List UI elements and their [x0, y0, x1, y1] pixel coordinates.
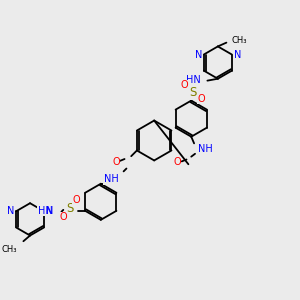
Text: N: N [46, 206, 53, 216]
Text: HN: HN [38, 206, 53, 216]
Text: NH: NH [198, 144, 213, 154]
Text: HN: HN [186, 75, 201, 85]
Text: O: O [173, 158, 181, 167]
Text: O: O [181, 80, 188, 90]
Text: S: S [66, 202, 74, 215]
Text: N: N [7, 206, 14, 216]
Text: S: S [190, 85, 197, 98]
Text: O: O [112, 157, 120, 167]
Text: O: O [73, 195, 80, 206]
Text: O: O [198, 94, 206, 104]
Text: CH₃: CH₃ [1, 245, 17, 254]
Text: NH: NH [104, 174, 119, 184]
Text: CH₃: CH₃ [231, 36, 247, 45]
Text: N: N [234, 50, 241, 59]
Text: O: O [59, 212, 67, 223]
Text: N: N [195, 50, 202, 59]
